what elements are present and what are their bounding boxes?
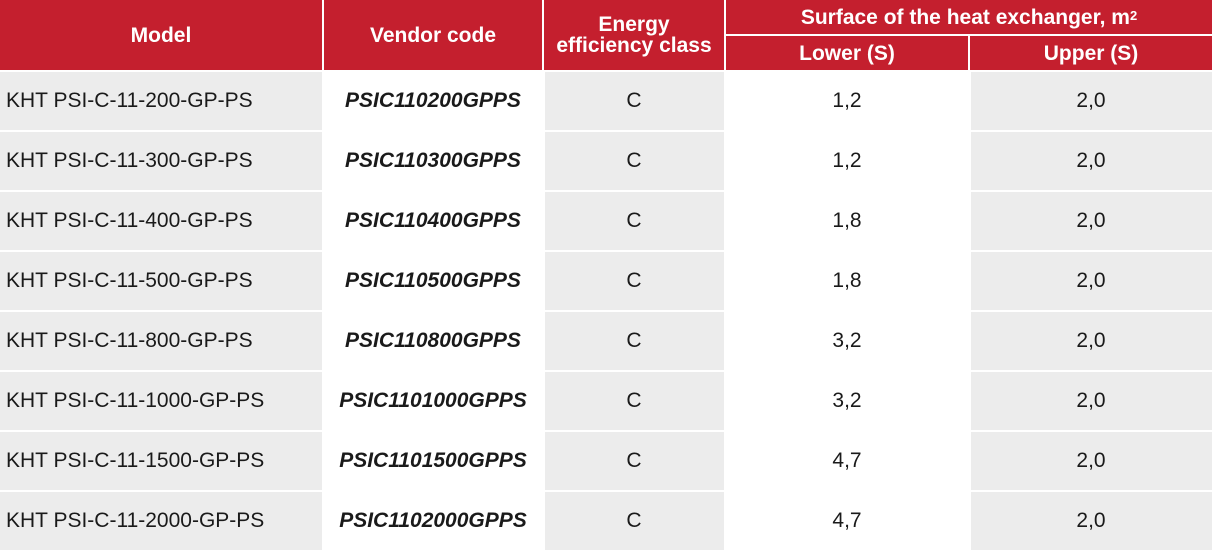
row-edge bbox=[1211, 491, 1220, 552]
row-edge bbox=[1211, 191, 1220, 252]
table-header: Model Vendor code Energy efficiency clas… bbox=[0, 0, 1220, 72]
lower-surface-cell: 1,8 bbox=[723, 191, 971, 252]
header-row-top: Model Vendor code Energy efficiency clas… bbox=[0, 0, 1220, 72]
table-row: KHT PSI-C-11-1000-GP-PS PSIC1101000GPPS C 3… bbox=[0, 371, 1220, 432]
header-surface-label: Surface of the heat exchanger, m bbox=[800, 5, 1130, 29]
header-energy-class: Energy efficiency class bbox=[542, 0, 726, 72]
vendor-code-cell: PSIC110400GPPS bbox=[321, 191, 545, 252]
upper-surface-cell: 2,0 bbox=[967, 371, 1215, 432]
header-energy-line2: efficiency class bbox=[556, 34, 712, 57]
model-cell: KHT PSI-C-11-1500-GP-PS bbox=[0, 431, 325, 492]
table-body: KHT PSI-C-11-200-GP-PS PSIC110200GPPS C 1,2… bbox=[0, 71, 1220, 552]
header-row-sub: Lower (S) Upper (S) bbox=[0, 34, 1220, 72]
lower-surface-cell: 1,2 bbox=[723, 131, 971, 192]
upper-surface-cell: 2,0 bbox=[967, 71, 1215, 132]
row-edge bbox=[1211, 71, 1220, 132]
lower-surface-cell: 4,7 bbox=[723, 491, 971, 552]
upper-surface-cell: 2,0 bbox=[967, 191, 1215, 252]
table-row: KHT PSI-C-11-2000-GP-PS PSIC1102000GPPS C 4… bbox=[0, 491, 1220, 552]
energy-class-cell: C bbox=[541, 491, 727, 552]
row-edge bbox=[1211, 251, 1220, 312]
model-cell: KHT PSI-C-11-200-GP-PS bbox=[0, 71, 325, 132]
vendor-code-cell: PSIC1102000GPPS bbox=[321, 491, 545, 552]
lower-surface-cell: 3,2 bbox=[723, 371, 971, 432]
row-edge bbox=[1211, 131, 1220, 192]
upper-surface-cell: 2,0 bbox=[967, 431, 1215, 492]
model-cell: KHT PSI-C-11-300-GP-PS bbox=[0, 131, 325, 192]
energy-class-cell: C bbox=[541, 431, 727, 492]
header-energy-line1: Energy bbox=[598, 13, 670, 36]
vendor-code-cell: PSIC110800GPPS bbox=[321, 311, 545, 372]
table-row: KHT PSI-C-11-400-GP-PS PSIC110400GPPS C 1,8… bbox=[0, 191, 1220, 252]
model-cell: KHT PSI-C-11-500-GP-PS bbox=[0, 251, 325, 312]
table-row: KHT PSI-C-11-800-GP-PS PSIC110800GPPS C 3,2… bbox=[0, 311, 1220, 372]
row-edge bbox=[1211, 371, 1220, 432]
energy-class-cell: C bbox=[541, 131, 727, 192]
vendor-code-cell: PSIC110500GPPS bbox=[321, 251, 545, 312]
upper-surface-cell: 2,0 bbox=[967, 491, 1215, 552]
table-row: KHT PSI-C-11-1500-GP-PS PSIC1101500GPPS C 4… bbox=[0, 431, 1220, 492]
energy-class-cell: C bbox=[541, 191, 727, 252]
model-cell: KHT PSI-C-11-400-GP-PS bbox=[0, 191, 325, 252]
row-edge bbox=[1211, 431, 1220, 492]
header-upper: Upper (S) bbox=[968, 34, 1214, 72]
vendor-code-cell: PSIC110200GPPS bbox=[321, 71, 545, 132]
model-cell: KHT PSI-C-11-1000-GP-PS bbox=[0, 371, 325, 432]
lower-surface-cell: 1,2 bbox=[723, 71, 971, 132]
header-lower: Lower (S) bbox=[724, 34, 970, 72]
table-row: KHT PSI-C-11-500-GP-PS PSIC110500GPPS C 1,8… bbox=[0, 251, 1220, 312]
vendor-code-cell: PSIC1101000GPPS bbox=[321, 371, 545, 432]
header-model: Model bbox=[0, 0, 324, 72]
lower-surface-cell: 3,2 bbox=[723, 311, 971, 372]
header-surface-group: Surface of the heat exchanger, m2 bbox=[724, 0, 1214, 36]
model-cell: KHT PSI-C-11-2000-GP-PS bbox=[0, 491, 325, 552]
header-edge bbox=[1213, 0, 1220, 71]
model-cell: KHT PSI-C-11-800-GP-PS bbox=[0, 311, 325, 372]
vendor-code-cell: PSIC110300GPPS bbox=[321, 131, 545, 192]
row-edge bbox=[1211, 311, 1220, 372]
table-row: KHT PSI-C-11-200-GP-PS PSIC110200GPPS C 1,2… bbox=[0, 71, 1220, 132]
table-row: KHT PSI-C-11-300-GP-PS PSIC110300GPPS C 1,2… bbox=[0, 131, 1220, 192]
upper-surface-cell: 2,0 bbox=[967, 311, 1215, 372]
vendor-code-cell: PSIC1101500GPPS bbox=[321, 431, 545, 492]
lower-surface-cell: 1,8 bbox=[723, 251, 971, 312]
lower-surface-cell: 4,7 bbox=[723, 431, 971, 492]
energy-class-cell: C bbox=[541, 311, 727, 372]
upper-surface-cell: 2,0 bbox=[967, 131, 1215, 192]
energy-class-cell: C bbox=[541, 251, 727, 312]
upper-surface-cell: 2,0 bbox=[967, 251, 1215, 312]
header-surface-unit-sup: 2 bbox=[1129, 7, 1138, 23]
energy-class-cell: C bbox=[541, 371, 727, 432]
energy-class-cell: C bbox=[541, 71, 727, 132]
header-vendor-code: Vendor code bbox=[322, 0, 544, 72]
